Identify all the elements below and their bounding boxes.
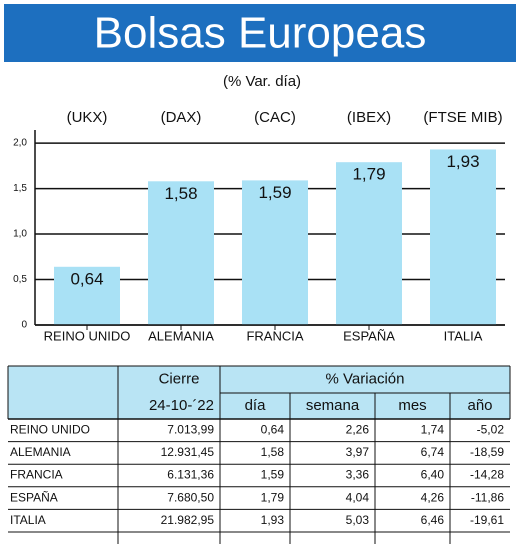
index-label: (DAX) (161, 109, 202, 126)
title-banner (4, 4, 516, 62)
table-cell: 6,40 (421, 468, 445, 482)
table-header: % Variación (326, 370, 405, 387)
row-label: ITALIA (10, 513, 46, 527)
table-cell: 12.931,45 (161, 445, 215, 459)
y-tick-label: 1,0 (13, 229, 27, 240)
row-label: FRANCIA (10, 468, 63, 482)
index-label: (CAC) (254, 109, 296, 126)
value-label: 1,93 (446, 152, 479, 171)
index-label: (FTSE MIB) (423, 109, 502, 126)
bar (242, 180, 308, 325)
bar (54, 266, 120, 325)
chart-subtitle: (% Var. día) (223, 73, 301, 90)
table-cell: 21.982,95 (161, 513, 215, 527)
value-label: 1,59 (258, 183, 291, 202)
table-cell: 3,36 (346, 468, 370, 482)
table-cell: 1,59 (261, 468, 285, 482)
x-tick-label: FRANCIA (246, 328, 303, 343)
table-cell: -18,59 (470, 445, 504, 459)
table-cell: 6,46 (421, 513, 445, 527)
x-tick-label: ALEMANIA (148, 328, 214, 343)
table-cell: 0,64 (261, 422, 285, 436)
x-tick-label: ITALIA (444, 328, 483, 343)
table-cell: 1,93 (261, 513, 285, 527)
table-subheader: mes (398, 397, 426, 414)
table-subheader: 24-10-´22 (149, 397, 214, 414)
table-cell: 5,03 (346, 513, 370, 527)
bar (430, 149, 496, 325)
table-cell: 4,04 (346, 490, 370, 504)
table-cell: -11,86 (471, 490, 504, 504)
y-tick-label: 2,0 (13, 138, 27, 149)
table-cell: -14,28 (470, 468, 504, 482)
x-tick-label: REINO UNIDO (44, 328, 131, 343)
bar (336, 162, 402, 325)
index-label: (UKX) (67, 109, 108, 126)
table-subheader: día (245, 397, 267, 414)
table-subheader: semana (306, 397, 360, 414)
table-cell: 1,58 (261, 445, 285, 459)
table-cell: 4,26 (421, 490, 445, 504)
table-cell: 3,97 (346, 445, 370, 459)
y-tick-label: 0,5 (13, 274, 27, 285)
index-label: (IBEX) (347, 109, 391, 126)
table-cell: 6.131,36 (167, 468, 214, 482)
chart-title: Bolsas Europeas (94, 9, 427, 58)
table-subheader: año (467, 397, 492, 414)
table-cell: 6,74 (421, 445, 445, 459)
table-header: Cierre (159, 370, 200, 387)
x-tick-label: ESPAÑA (343, 328, 395, 343)
table-cell: 7.013,99 (167, 422, 214, 436)
row-label: REINO UNIDO (10, 422, 90, 436)
table-cell: 1,79 (261, 490, 285, 504)
table-cell: 1,74 (421, 422, 445, 436)
table-cell: 2,26 (346, 422, 370, 436)
table-cell: -5,02 (477, 422, 505, 436)
row-label: ESPAÑA (10, 490, 58, 504)
row-label: ALEMANIA (10, 445, 71, 459)
value-label: 0,64 (70, 269, 103, 288)
value-label: 1,58 (164, 184, 197, 203)
bar (148, 181, 214, 325)
y-tick-label: 0 (21, 320, 27, 331)
value-label: 1,79 (352, 165, 385, 184)
y-tick-label: 1,5 (13, 183, 27, 194)
table-cell: 7.680,50 (167, 490, 214, 504)
table-cell: -19,61 (470, 513, 504, 527)
